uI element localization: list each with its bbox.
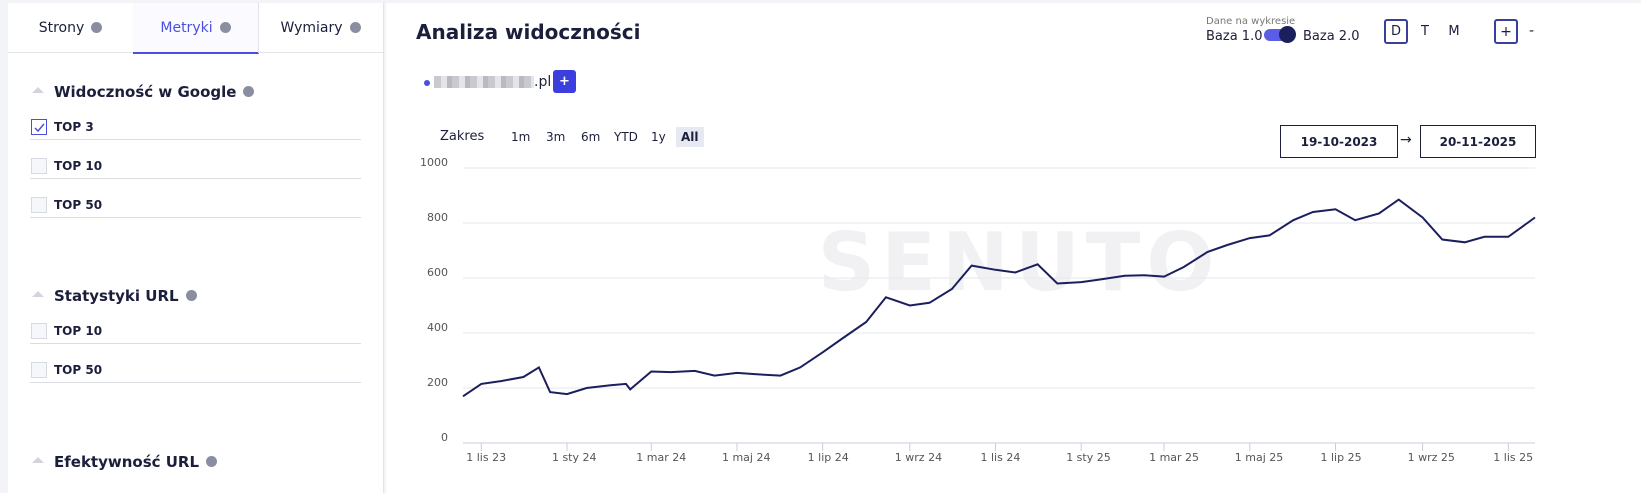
- x-tick-label: 1 lip 24: [808, 451, 849, 464]
- main-panel: Analiza widoczności Dane na wykresie Baza …: [386, 3, 1641, 493]
- x-tick-label: 1 lis 24: [980, 451, 1020, 464]
- separator: [30, 139, 361, 140]
- range-option[interactable]: 3m: [546, 130, 566, 144]
- separator: [30, 178, 361, 179]
- checkbox[interactable]: [31, 323, 47, 339]
- date-from[interactable]: 19-10-2023: [1280, 125, 1398, 158]
- period-button[interactable]: D: [1384, 19, 1408, 44]
- domain-suffix: .pl: [534, 74, 552, 90]
- x-tick-label: 1 mar 24: [636, 451, 686, 464]
- checkbox[interactable]: [31, 197, 47, 213]
- range-option[interactable]: 6m: [581, 130, 601, 144]
- x-tick-label: 1 maj 25: [1235, 451, 1284, 464]
- collapse-arrow[interactable]: [32, 87, 44, 93]
- info-icon: [243, 86, 255, 97]
- legend-dot: [424, 80, 430, 86]
- range-label: Zakres: [440, 129, 485, 144]
- x-tick-label: 1 wrz 24: [895, 451, 942, 464]
- date-arrow: →: [1400, 132, 1412, 148]
- period-button[interactable]: T: [1421, 24, 1429, 39]
- info-icon: [219, 22, 231, 33]
- y-tick-label: 800: [427, 211, 448, 224]
- x-tick-label: 1 lis 23: [466, 451, 506, 464]
- x-tick-label: 1 lip 25: [1320, 451, 1361, 464]
- zoom-in[interactable]: +: [1494, 19, 1518, 44]
- check: [34, 123, 45, 133]
- toggle-knob: [1279, 26, 1296, 43]
- separator: [30, 382, 361, 383]
- sidebar: Strony Metryki Wymiary Widoczność w Google T…: [8, 3, 384, 493]
- y-tick-label: 200: [427, 376, 448, 389]
- tab[interactable]: Wymiary: [258, 3, 384, 53]
- collapse-arrow[interactable]: [32, 291, 44, 297]
- x-tick-label: 1 sty 25: [1066, 451, 1111, 464]
- x-tick-label: 1 wrz 25: [1408, 451, 1455, 464]
- separator: [30, 343, 361, 344]
- y-tick-label: 0: [441, 431, 448, 444]
- data-caption: Dane na wykresie: [1206, 16, 1296, 27]
- x-tick-label: 1 mar 25: [1149, 451, 1199, 464]
- x-tick-label: 1 sty 24: [552, 451, 597, 464]
- metric-label[interactable]: TOP 10: [54, 159, 103, 173]
- date-to[interactable]: 20-11-2025: [1420, 125, 1536, 158]
- checkbox[interactable]: [31, 119, 47, 135]
- visibility-line: [462, 198, 1536, 398]
- add-domain[interactable]: +: [553, 70, 576, 93]
- y-tick-label: 1000: [420, 156, 448, 169]
- collapse-arrow[interactable]: [32, 457, 44, 463]
- metric-label[interactable]: TOP 50: [54, 198, 103, 212]
- checkbox[interactable]: [31, 362, 47, 378]
- separator: [30, 217, 361, 218]
- range-option[interactable]: All: [676, 127, 704, 147]
- section-title-text: Widoczność w Google: [54, 83, 237, 101]
- y-tick-label: 600: [427, 266, 448, 279]
- info-icon: [185, 290, 197, 301]
- masked-domain: [434, 76, 534, 88]
- base-label: Baza 2.0: [1303, 29, 1360, 44]
- watermark: SENUTO: [818, 216, 1221, 309]
- info-icon: [349, 22, 361, 33]
- tab[interactable]: Metryki: [133, 3, 259, 54]
- info-icon: [91, 22, 103, 33]
- base-label: Baza 1.0: [1206, 29, 1263, 44]
- section-title: Efektywność URL: [54, 453, 218, 471]
- info-icon: [206, 456, 218, 467]
- period-button[interactable]: M: [1448, 24, 1460, 39]
- x-tick-label: 1 maj 24: [722, 451, 771, 464]
- page-title: Analiza widoczności: [416, 20, 641, 44]
- tab-label: Metryki: [160, 19, 213, 36]
- range-option[interactable]: YTD: [614, 130, 638, 144]
- y-tick-label: 400: [427, 321, 448, 334]
- range-option[interactable]: 1m: [511, 130, 531, 144]
- metric-label[interactable]: TOP 3: [54, 120, 94, 134]
- x-tick-label: 1 lis 25: [1493, 451, 1533, 464]
- section-title-text: Statystyki URL: [54, 287, 179, 305]
- tab-label: Wymiary: [280, 19, 343, 36]
- checkbox[interactable]: [31, 158, 47, 174]
- metric-label[interactable]: TOP 10: [54, 324, 103, 338]
- tab-label: Strony: [38, 19, 85, 36]
- section-title: Widoczność w Google: [54, 83, 255, 101]
- zoom-out[interactable]: -: [1529, 23, 1535, 39]
- range-option[interactable]: 1y: [651, 130, 666, 144]
- section-title: Statystyki URL: [54, 287, 197, 305]
- metric-label[interactable]: TOP 50: [54, 363, 103, 377]
- section-title-text: Efektywność URL: [54, 453, 200, 471]
